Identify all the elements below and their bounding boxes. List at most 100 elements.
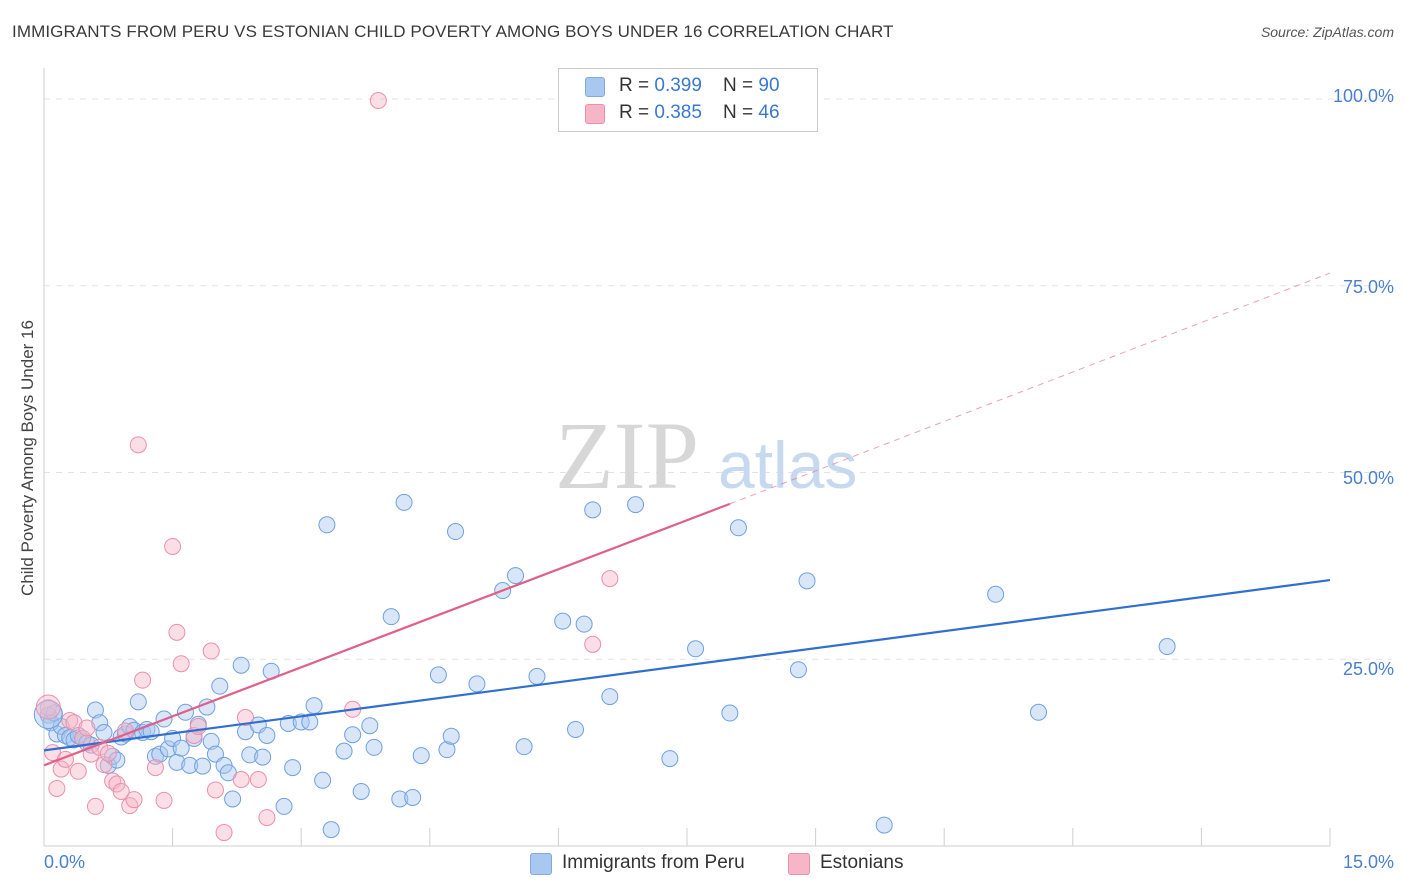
watermark-atlas: atlas <box>718 428 857 502</box>
point-peru <box>305 697 323 715</box>
point-peru <box>575 615 593 633</box>
y-tick-label: 25.0% <box>1342 659 1394 679</box>
point-peru <box>875 816 893 834</box>
point-estonians <box>601 570 619 588</box>
point-peru <box>86 701 104 719</box>
point-peru <box>1030 703 1048 721</box>
axes <box>43 68 1331 847</box>
point-peru <box>211 677 229 695</box>
point-estonians <box>48 779 66 797</box>
point-peru <box>241 746 259 764</box>
point-peru <box>627 496 645 514</box>
point-peru <box>515 738 533 756</box>
point-estonians <box>86 797 104 815</box>
legend-r-value: 0.399 <box>654 75 702 96</box>
point-peru <box>729 519 747 537</box>
legend-r-value: 0.385 <box>654 102 702 123</box>
point-estonians <box>129 436 147 454</box>
point-estonians <box>112 782 130 800</box>
point-estonians <box>69 762 87 780</box>
point-estonians <box>82 745 100 763</box>
point-peru <box>721 704 739 722</box>
point-peru <box>129 693 147 711</box>
series-swatch-peru <box>530 853 552 875</box>
point-estonians <box>164 537 182 555</box>
point-peru <box>382 608 400 626</box>
point-peru <box>442 727 460 745</box>
point-estonians <box>584 635 602 653</box>
point-estonians <box>35 694 61 720</box>
point-peru <box>789 661 807 679</box>
y-tick-label: 100.0% <box>1332 86 1394 106</box>
point-peru <box>468 675 486 693</box>
point-peru <box>584 501 602 519</box>
point-estonians <box>232 771 250 789</box>
legend-n-value: 46 <box>758 102 780 123</box>
point-peru <box>301 713 319 731</box>
point-peru <box>151 745 169 763</box>
y-axis-label: Child Poverty Among Boys Under 16 <box>18 320 37 596</box>
point-peru <box>33 700 63 730</box>
legend-n-value: 90 <box>758 75 780 96</box>
point-peru <box>601 688 619 706</box>
point-peru <box>1158 638 1176 656</box>
point-estonians <box>189 717 207 735</box>
point-peru <box>52 717 70 735</box>
point-peru <box>284 759 302 777</box>
point-peru <box>661 750 679 768</box>
point-peru <box>159 740 177 758</box>
point-estonians <box>134 671 152 689</box>
point-estonians <box>74 729 92 747</box>
series-label-peru: Immigrants from Peru <box>562 852 745 873</box>
point-estonians <box>215 824 233 842</box>
point-peru <box>412 747 430 765</box>
point-peru <box>567 720 585 738</box>
point-peru <box>438 741 456 759</box>
point-peru <box>224 790 242 808</box>
point-estonians <box>125 791 143 809</box>
point-peru <box>507 567 525 585</box>
point-peru <box>447 523 465 541</box>
point-peru <box>528 667 546 685</box>
point-peru <box>322 821 340 839</box>
point-estonians <box>172 655 190 673</box>
point-estonians <box>52 760 70 778</box>
point-peru <box>395 493 413 511</box>
point-peru <box>361 717 379 735</box>
point-estonians <box>95 756 113 774</box>
legend-n-label: N = <box>723 102 759 123</box>
y-tick-label: 75.0% <box>1342 277 1394 297</box>
point-estonians <box>155 791 173 809</box>
x-tick-label-min: 0.0% <box>44 852 86 872</box>
point-peru <box>798 572 816 590</box>
series-label-estonians: Estonians <box>820 852 904 873</box>
legend-r-label: R = <box>619 75 655 96</box>
gridlines <box>44 98 1392 660</box>
point-estonians <box>206 781 224 799</box>
point-peru <box>687 640 705 658</box>
point-peru <box>172 739 190 757</box>
point-peru <box>365 738 383 756</box>
legend-n-label: N = <box>723 75 759 96</box>
point-estonians <box>65 714 83 732</box>
point-estonians <box>78 719 96 737</box>
point-peru <box>232 656 250 674</box>
trend-line-peru <box>43 578 1331 752</box>
legend-swatch-peru <box>585 77 605 97</box>
point-estonians <box>202 642 220 660</box>
source-credit: Source: ZipAtlas.com <box>1260 24 1394 40</box>
point-peru <box>292 713 310 731</box>
chart-title: IMMIGRANTS FROM PERU VS ESTONIAN CHILD P… <box>12 22 894 41</box>
point-estonians <box>369 91 387 109</box>
point-peru <box>429 666 447 684</box>
watermark-zip: ZIP <box>555 402 699 509</box>
point-peru <box>202 732 220 750</box>
point-estonians <box>146 759 164 777</box>
correlation-legend: R = 0.399 N = 90 R = 0.385 N = 46 <box>558 68 818 132</box>
point-estonians <box>121 797 139 815</box>
point-peru <box>404 788 422 806</box>
point-peru <box>91 714 109 732</box>
point-peru <box>181 756 199 774</box>
point-peru <box>318 516 336 534</box>
point-peru <box>314 771 332 789</box>
